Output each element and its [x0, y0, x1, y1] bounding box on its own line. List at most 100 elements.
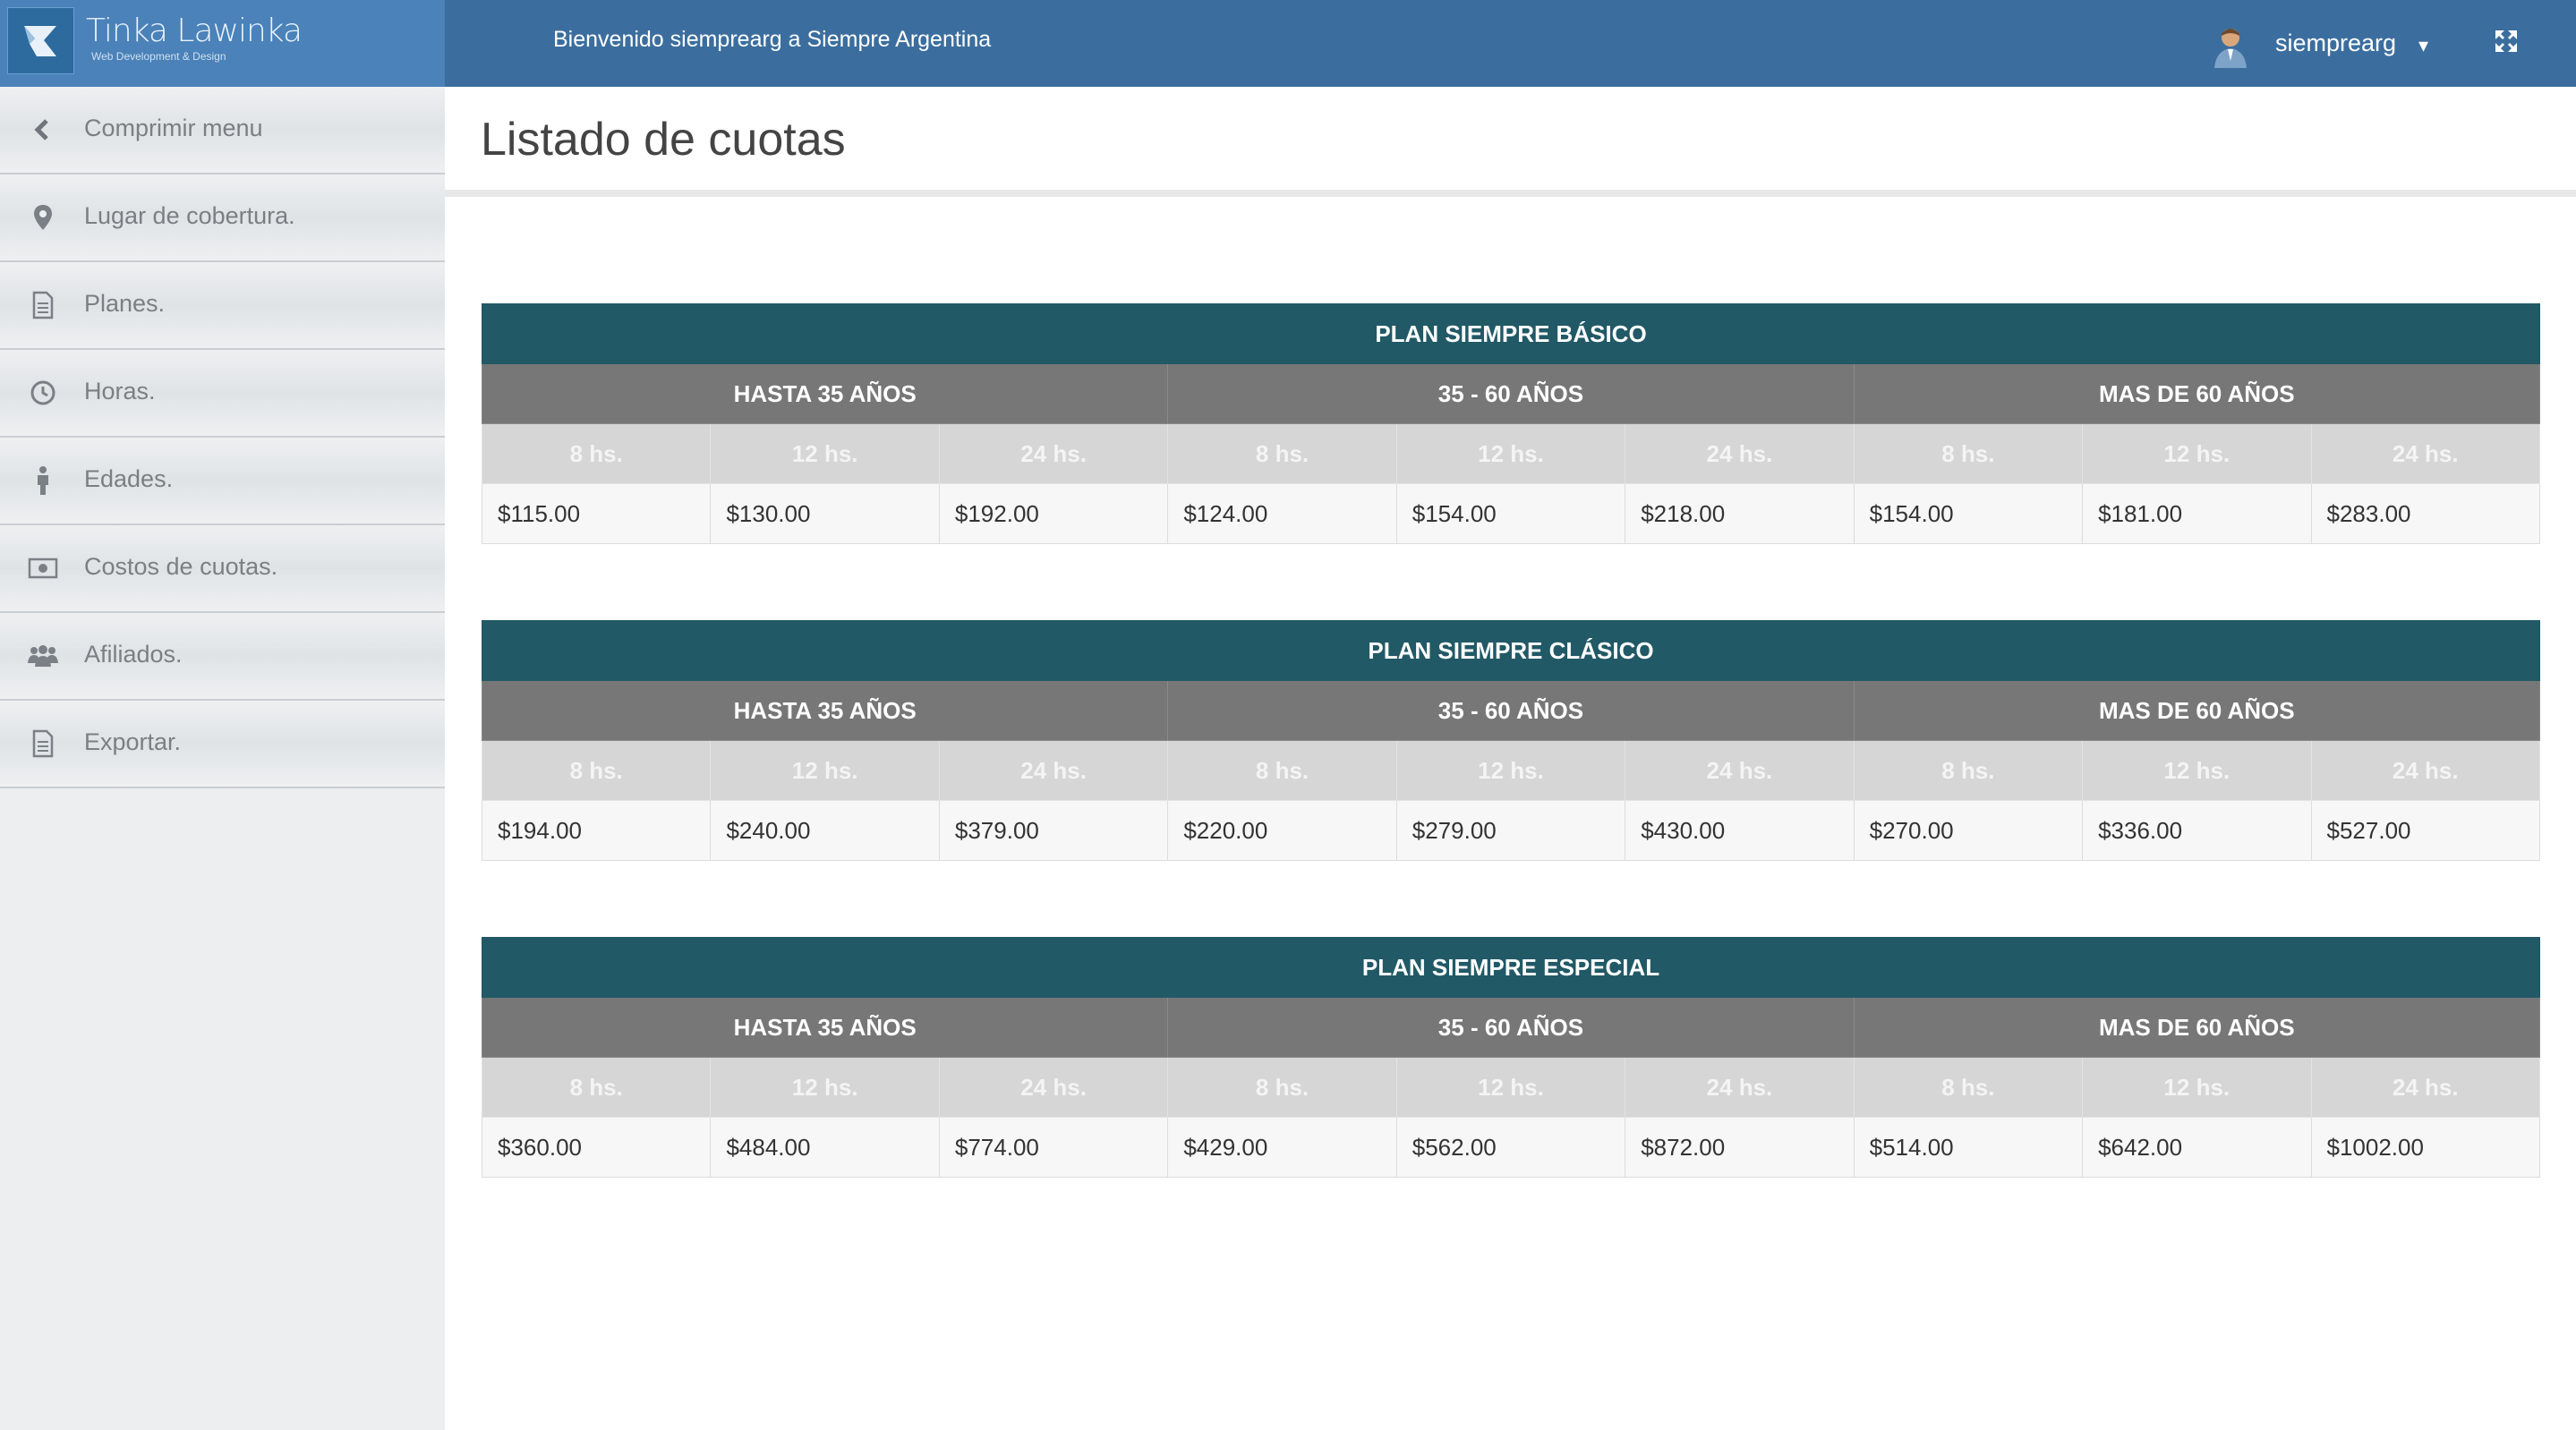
- sidebar-item-exportar[interactable]: Exportar.: [0, 701, 445, 788]
- price-cell: $484.00: [710, 1117, 940, 1178]
- price-cell: $181.00: [2082, 483, 2312, 544]
- sidebar-item-label: Afiliados.: [84, 641, 183, 668]
- sidebar: Comprimir menu Lugar de cobertura. Plane…: [0, 87, 445, 1430]
- brand-logo-icon: [7, 7, 74, 74]
- price-cell: $124.00: [1167, 483, 1397, 544]
- age-group-header: 35 - 60 AÑOS: [1167, 997, 1855, 1058]
- hours-header: 8 hs.: [1167, 1057, 1397, 1118]
- sidebar-item-costos-de-cuotas[interactable]: Costos de cuotas.: [0, 525, 445, 613]
- price-cell: $360.00: [481, 1117, 712, 1178]
- plan-title: PLAN SIEMPRE ESPECIAL: [482, 937, 2540, 998]
- hours-header: 12 hs.: [1395, 423, 1626, 484]
- sidebar-item-comprimir-menu[interactable]: Comprimir menu: [0, 87, 445, 174]
- price-cell: $429.00: [1167, 1117, 1397, 1178]
- sidebar-item-horas[interactable]: Horas.: [0, 350, 445, 438]
- document-icon: [27, 728, 59, 760]
- hours-header: 24 hs.: [2310, 740, 2540, 801]
- price-cell: $279.00: [1395, 800, 1626, 861]
- price-cell: $270.00: [1853, 800, 2084, 861]
- sidebar-item-label: Exportar.: [84, 728, 182, 755]
- hours-header: 12 hs.: [2082, 423, 2312, 484]
- users-icon: [27, 640, 59, 672]
- age-group-header: HASTA 35 AÑOS: [481, 680, 1169, 741]
- price-cell: $514.00: [1853, 1117, 2084, 1178]
- sidebar-item-label: Planes.: [84, 290, 166, 317]
- hours-header: 12 hs.: [1395, 740, 1626, 801]
- plan-table-clasico: PLAN SIEMPRE CLÁSICO HASTA 35 AÑOS 35 - …: [481, 620, 2541, 861]
- hours-header: 8 hs.: [481, 423, 712, 484]
- brand-subtitle: Web Development & Design: [91, 50, 226, 63]
- title-divider: [445, 190, 2576, 197]
- sidebar-item-lugar-de-cobertura[interactable]: Lugar de cobertura.: [0, 174, 445, 262]
- price-cell: $642.00: [2082, 1117, 2312, 1178]
- hours-header: 12 hs.: [2082, 740, 2312, 801]
- price-cell: $527.00: [2310, 800, 2540, 861]
- age-group-header: MAS DE 60 AÑOS: [1853, 997, 2541, 1058]
- age-group-header: 35 - 60 AÑOS: [1167, 680, 1855, 741]
- plan-table-basico: PLAN SIEMPRE BÁSICO HASTA 35 AÑOS 35 - 6…: [481, 303, 2541, 544]
- sidebar-item-edades[interactable]: Edades.: [0, 438, 445, 525]
- price-cell: $194.00: [481, 800, 712, 861]
- hours-header: 24 hs.: [938, 1057, 1169, 1118]
- user-avatar-icon[interactable]: [2213, 25, 2248, 70]
- price-cell: $220.00: [1167, 800, 1397, 861]
- hours-header: 12 hs.: [710, 1057, 940, 1118]
- hours-header: 12 hs.: [2082, 1057, 2312, 1118]
- sidebar-item-planes[interactable]: Planes.: [0, 262, 445, 350]
- hours-header: 12 hs.: [710, 740, 940, 801]
- hours-header: 24 hs.: [938, 423, 1169, 484]
- plan-title: PLAN SIEMPRE BÁSICO: [482, 303, 2540, 364]
- brand-name: Tinka Lawinka: [86, 13, 303, 49]
- hours-header: 24 hs.: [2310, 1057, 2540, 1118]
- price-cell: $430.00: [1625, 800, 1855, 861]
- price-cell: $379.00: [938, 800, 1169, 861]
- price-cell: $130.00: [710, 483, 940, 544]
- plan-title: PLAN SIEMPRE CLÁSICO: [482, 620, 2540, 681]
- age-group-header: HASTA 35 AÑOS: [481, 997, 1169, 1058]
- table-row: $360.00 $484.00 $774.00 $429.00 $562.00 …: [481, 1117, 2540, 1178]
- sidebar-item-label: Comprimir menu: [84, 115, 263, 141]
- hours-header: 24 hs.: [938, 740, 1169, 801]
- table-row: $115.00 $130.00 $192.00 $124.00 $154.00 …: [481, 483, 2540, 544]
- chevron-down-icon[interactable]: ▾: [2418, 34, 2429, 56]
- hours-header: 24 hs.: [1625, 423, 1855, 484]
- chevron-left-icon: [27, 114, 59, 146]
- hours-header: 12 hs.: [1395, 1057, 1626, 1118]
- price-cell: $218.00: [1625, 483, 1855, 544]
- hours-header: 8 hs.: [1853, 423, 2084, 484]
- price-cell: $336.00: [2082, 800, 2312, 861]
- map-marker-icon: [27, 201, 59, 234]
- username-dropdown[interactable]: siemprearg: [2275, 30, 2397, 56]
- welcome-message: Bienvenido siemprearg a Siempre Argentin…: [553, 27, 992, 52]
- price-cell: $1002.00: [2310, 1117, 2540, 1178]
- sidebar-item-label: Edades.: [84, 465, 174, 492]
- document-icon: [27, 289, 59, 321]
- price-cell: $562.00: [1395, 1117, 1626, 1178]
- money-icon: [27, 552, 59, 584]
- hours-header: 24 hs.: [1625, 1057, 1855, 1118]
- price-cell: $240.00: [710, 800, 940, 861]
- hours-header: 8 hs.: [1167, 740, 1397, 801]
- plan-table-especial: PLAN SIEMPRE ESPECIAL HASTA 35 AÑOS 35 -…: [481, 937, 2541, 1178]
- hours-header: 24 hs.: [2310, 423, 2540, 484]
- price-cell: $154.00: [1853, 483, 2084, 544]
- price-cell: $192.00: [938, 483, 1169, 544]
- person-icon: [27, 464, 59, 497]
- price-cell: $154.00: [1395, 483, 1626, 544]
- top-header: Tinka Lawinka Web Development & Design B…: [0, 0, 2576, 87]
- sidebar-item-afiliados[interactable]: Afiliados.: [0, 613, 445, 701]
- brand[interactable]: Tinka Lawinka Web Development & Design: [0, 0, 445, 87]
- sidebar-item-label: Costos de cuotas.: [84, 553, 278, 580]
- fullscreen-icon[interactable]: [2492, 27, 2521, 55]
- table-row: $194.00 $240.00 $379.00 $220.00 $279.00 …: [481, 800, 2540, 861]
- clock-icon: [27, 377, 59, 409]
- sidebar-item-label: Lugar de cobertura.: [84, 202, 295, 229]
- hours-header: 8 hs.: [1167, 423, 1397, 484]
- age-group-header: HASTA 35 AÑOS: [481, 363, 1169, 424]
- hours-header: 8 hs.: [1853, 1057, 2084, 1118]
- hours-header: 24 hs.: [1625, 740, 1855, 801]
- sidebar-item-label: Horas.: [84, 378, 156, 404]
- price-cell: $283.00: [2310, 483, 2540, 544]
- age-group-header: 35 - 60 AÑOS: [1167, 363, 1855, 424]
- age-group-header: MAS DE 60 AÑOS: [1853, 363, 2541, 424]
